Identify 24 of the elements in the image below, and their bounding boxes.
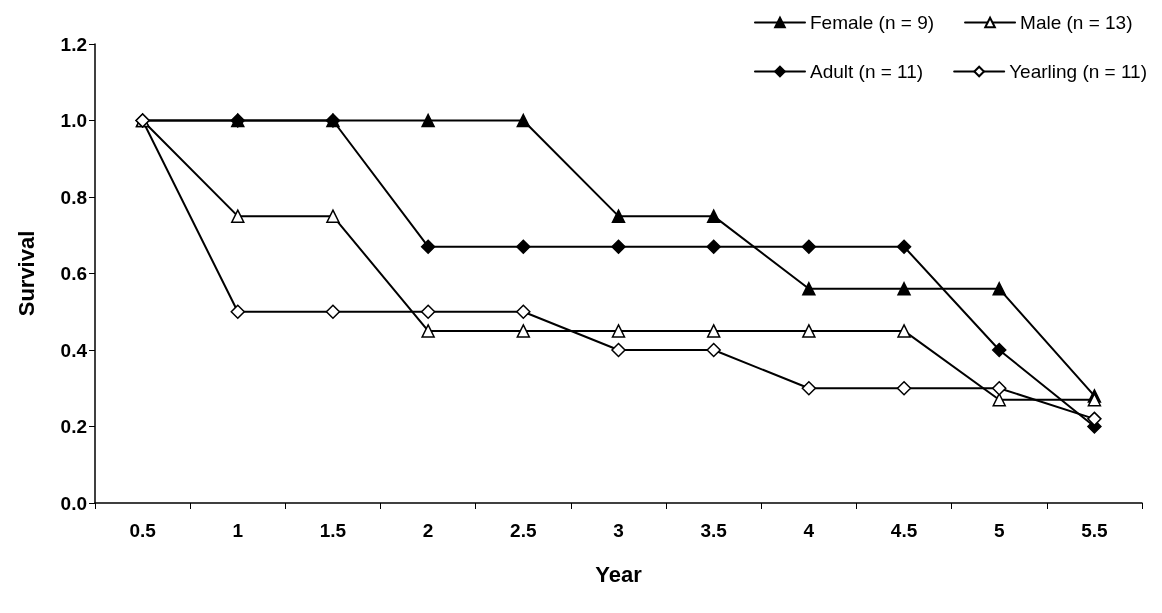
legend-label: Male (n = 13) xyxy=(1020,12,1133,33)
x-tick-label: 4 xyxy=(803,520,815,541)
y-tick-label: 1.2 xyxy=(60,33,87,55)
y-axis-title: Survival xyxy=(13,230,39,317)
x-tick-label: 3 xyxy=(613,520,624,541)
x-tick-label: 5 xyxy=(993,520,1005,541)
x-tick-label: 2 xyxy=(422,520,434,541)
x-axis-title: Year xyxy=(595,561,643,587)
x-tick-label: 5.5 xyxy=(1081,520,1109,541)
y-tick-label: 0.6 xyxy=(60,263,87,284)
x-tick-label: 3.5 xyxy=(700,520,728,541)
x-tick-label: 1.5 xyxy=(319,520,347,541)
y-tick-label: 0.8 xyxy=(60,186,87,208)
x-tick-label: 0.5 xyxy=(129,520,157,541)
legend-label: Female (n = 9) xyxy=(809,12,935,33)
legend-label: Adult (n = 11) xyxy=(809,61,924,82)
y-tick-label: 0.2 xyxy=(60,416,87,437)
y-tick-label: 0.0 xyxy=(60,492,87,514)
x-tick-label: 1 xyxy=(232,520,244,541)
y-tick-label: 1.0 xyxy=(60,110,87,131)
legend-label: Yearling (n = 11) xyxy=(1009,61,1147,82)
x-tick-label: 4.5 xyxy=(890,520,918,541)
x-tick-label: 2.5 xyxy=(510,520,537,541)
y-tick-label: 0.4 xyxy=(60,339,88,361)
